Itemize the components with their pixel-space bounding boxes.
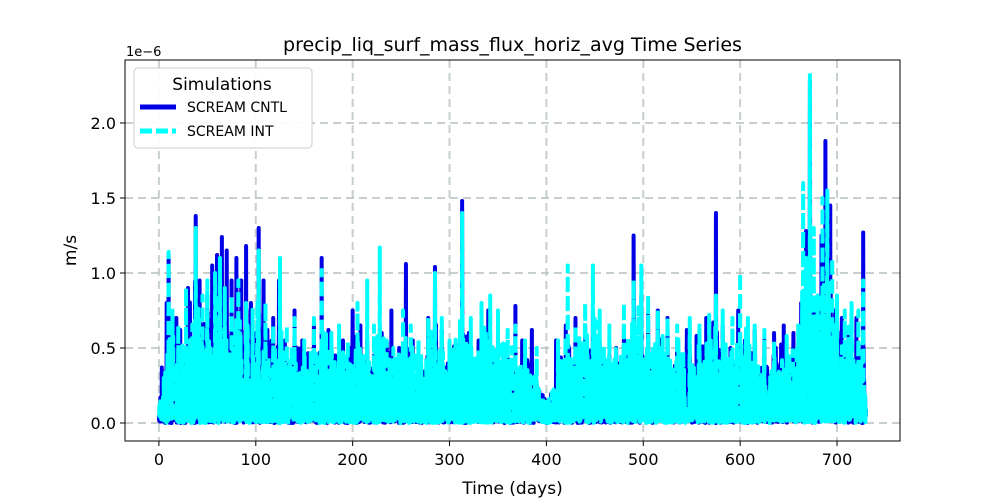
x-tick-label: 200 <box>337 450 368 469</box>
x-tick-label: 500 <box>628 450 659 469</box>
y-tick-label: 1.0 <box>91 264 116 283</box>
series-layer <box>156 73 869 425</box>
x-tick-label: 400 <box>531 450 562 469</box>
x-tick-label: 300 <box>434 450 465 469</box>
x-tick-label: 100 <box>241 450 272 469</box>
x-tick-label: 0 <box>154 450 164 469</box>
y-tick-label: 2.0 <box>91 114 116 133</box>
y-tick-label: 0.0 <box>91 414 116 433</box>
legend-title: Simulations <box>172 75 272 95</box>
plot-area <box>156 73 869 425</box>
legend-box <box>133 67 313 149</box>
x-axis-label: Time (days) <box>461 479 562 499</box>
y-tick-label: 0.5 <box>91 339 116 358</box>
y-axis: 0.0 0.5 1.0 1.5 2.0 <box>91 114 125 433</box>
y-axis-label: m/s <box>61 235 81 266</box>
y-tick-label: 1.5 <box>91 189 116 208</box>
y-axis-offset-label: 1e−6 <box>126 45 161 60</box>
x-axis: 0 100 200 300 400 500 600 700 <box>154 441 852 469</box>
series-line-scream-int <box>157 73 869 425</box>
x-tick-label: 600 <box>725 450 756 469</box>
x-tick-label: 700 <box>822 450 853 469</box>
legend-label-scream-int: SCREAM INT <box>187 124 274 140</box>
plot-frame <box>124 59 901 442</box>
legend: Simulations SCREAM CNTL SCREAM INT <box>133 67 313 149</box>
chart-title: precip_liq_surf_mass_flux_horiz_avg Time… <box>283 34 742 56</box>
legend-label-scream-cntl: SCREAM CNTL <box>187 100 287 116</box>
